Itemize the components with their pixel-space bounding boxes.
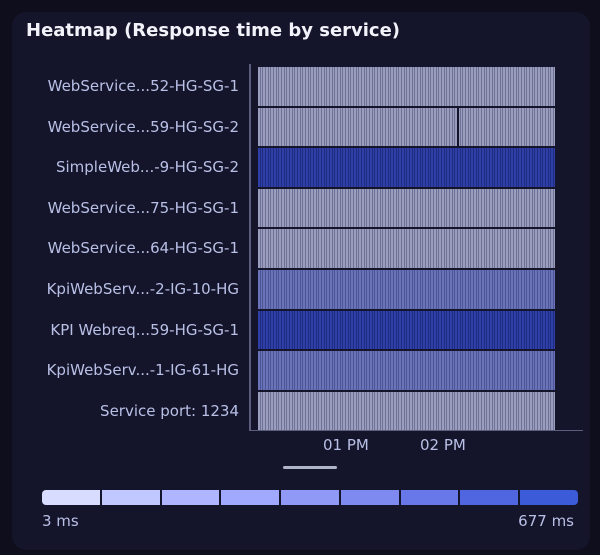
heatmap-row[interactable]: [258, 270, 555, 309]
heatmap-row[interactable]: [258, 229, 555, 268]
y-axis: [249, 64, 251, 431]
legend-max-label: 677 ms: [518, 512, 574, 530]
heatmap-row[interactable]: [258, 188, 555, 228]
legend-swatch: [281, 490, 339, 505]
legend-swatch: [161, 490, 220, 505]
chart-title: Heatmap (Response time by service): [26, 20, 401, 41]
legend-swatch: [221, 490, 280, 505]
heatmap-row[interactable]: [258, 310, 555, 350]
row-label: WebService...52-HG-SG-1: [47, 77, 239, 95]
heatmap-row[interactable]: [258, 391, 555, 431]
color-legend: [42, 490, 579, 505]
legend-swatch: [400, 490, 459, 505]
x-tick-label: 01 PM: [323, 436, 369, 454]
legend-swatch: [42, 490, 100, 505]
x-axis: [249, 430, 583, 431]
legend-swatch: [460, 490, 519, 505]
row-label: WebService...59-HG-SG-2: [47, 117, 239, 136]
row-label: WebService...75-HG-SG-1: [47, 198, 239, 217]
horizontal-scrollbar[interactable]: [283, 466, 337, 469]
row-label: KpiWebServ...-2-IG-10-HG: [46, 280, 239, 298]
row-label: WebService...64-HG-SG-1: [47, 239, 239, 258]
row-label: KpiWebServ...-1-IG-61-HG: [46, 361, 239, 380]
heatmap-row[interactable]: [258, 351, 555, 390]
x-tick-label: 02 PM: [420, 436, 466, 454]
legend-swatch: [520, 490, 579, 505]
legend-swatch: [340, 490, 399, 505]
data-gap: [456, 107, 459, 147]
legend-swatch: [101, 490, 160, 505]
row-label: SimpleWeb...-9-HG-SG-2: [55, 158, 239, 177]
heatmap-row[interactable]: [258, 67, 555, 106]
row-label: KPI Webreq...59-HG-SG-1: [50, 320, 239, 339]
row-label: Service port: 1234: [100, 401, 239, 420]
legend-min-label: 3 ms: [42, 512, 79, 530]
heatmap-row[interactable]: [258, 107, 555, 147]
heatmap-row[interactable]: [258, 148, 555, 187]
